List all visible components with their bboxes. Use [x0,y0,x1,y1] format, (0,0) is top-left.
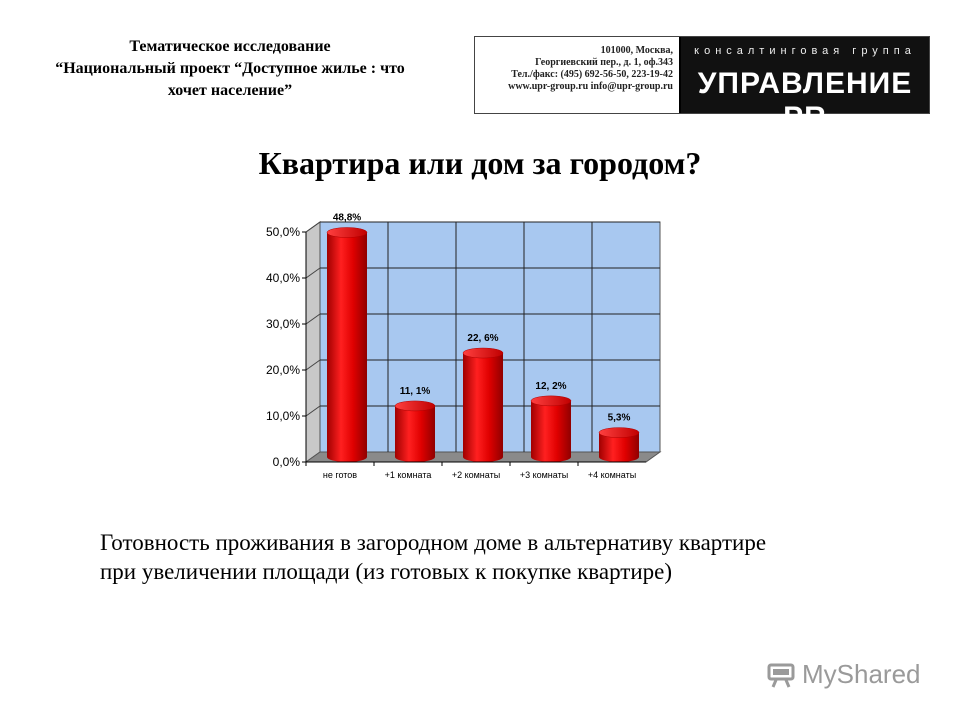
data-label: 48,8% [333,213,361,224]
bar [395,405,435,462]
data-label: 12, 2% [535,381,566,392]
bar-top [598,427,640,438]
study-header-line1: Тематическое исследование [129,38,331,55]
plot-side-wall [305,221,321,463]
bar-top [394,400,436,412]
logo-name: УПРАВЛЕНИЕ PR [697,67,913,134]
logo-contact-line: Георгиевский пер., д. 1, оф.343 [535,57,673,68]
caption-line2: при увеличении площади (из готовых к пок… [100,559,672,584]
grid-line-side [305,267,321,279]
study-header-line3: хочет население” [167,82,293,99]
bar [599,432,639,462]
logo-contact-line: 101000, Москва, [600,45,673,56]
grid-line-side [305,313,321,325]
page-title: Квартира или дом за городом? [258,145,702,181]
company-logo: 101000, Москва, Георгиевский пер., д. 1,… [474,36,930,134]
logo-tagline: консалтинговая группа [694,45,916,57]
grid-line-side [305,221,321,233]
x-tick-label: +2 комнаты [452,470,500,480]
y-tick-label: 10,0% [266,409,300,423]
projector-icon [767,663,795,688]
x-tick-label: +3 комнаты [520,470,568,480]
study-header-line2: “Национальный проект “Доступное жилье : … [55,60,405,77]
x-tick-label: +4 комнаты [588,470,636,480]
bar-top [326,227,368,238]
bar-top [530,395,572,407]
y-tick-label: 20,0% [266,363,300,377]
data-label: 22, 6% [467,333,498,344]
logo-brand: консалтинговая группа УПРАВЛЕНИЕ PR [681,37,929,134]
bar [463,353,503,462]
watermark: MyShared [766,656,921,692]
grid-line-side [305,405,321,417]
bar [531,400,571,462]
caption-line1: Готовность проживания в загородном доме … [100,530,767,555]
watermark-text: MyShared [802,658,921,689]
data-label: 5,3% [608,413,631,424]
x-tick-label: не готов [323,470,357,480]
y-tick-label: 50,0% [266,225,300,239]
bar-top [462,347,504,359]
y-tick-label: 40,0% [266,271,300,285]
y-tick-label: 0,0% [273,455,301,469]
x-tick-label: +1 комната [385,470,432,480]
study-header: Тематическое исследование “Национальный … [0,36,460,102]
bar [327,232,367,462]
chart-caption: Готовность проживания в загородном доме … [100,528,920,586]
logo-contact-line: www.upr-group.ru info@upr-group.ru [508,81,673,92]
y-tick-label: 30,0% [266,317,300,331]
data-label: 11, 1% [400,386,431,397]
grid-line-side [305,359,321,371]
logo-contacts: 101000, Москва, Георгиевский пер., д. 1,… [475,37,681,113]
bar-chart-svg: 0,0% 10,0% 20,0% 30,0% 40,0% 50,0% 48,8% не гот… [266,213,662,480]
logo-contact-line: Тел./факс: (495) 692-56-50, 223-19-42 [511,69,673,80]
bar-chart: 0,0% 10,0% 20,0% 30,0% 40,0% 50,0% 48,8% не гот… [240,200,680,500]
